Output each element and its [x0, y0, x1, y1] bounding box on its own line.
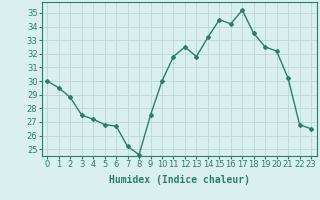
X-axis label: Humidex (Indice chaleur): Humidex (Indice chaleur)	[109, 175, 250, 185]
